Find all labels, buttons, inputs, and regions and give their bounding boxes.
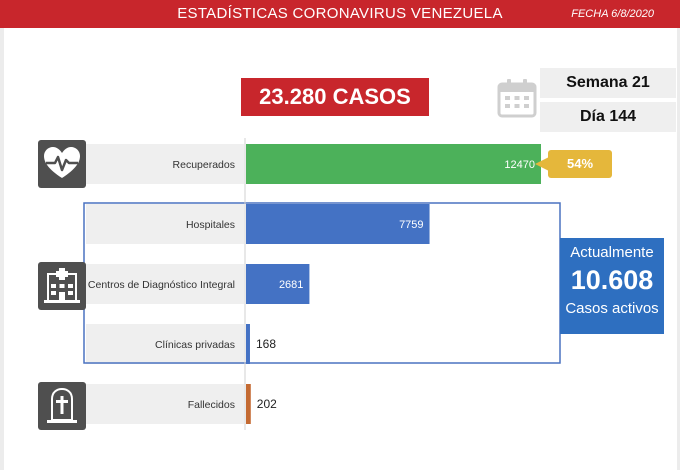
active-cases-label: Casos activos [565, 300, 659, 317]
week-label: Semana 21 [540, 68, 676, 98]
bar-value-label: 202 [257, 397, 277, 411]
hospital-icon [38, 262, 86, 310]
recovered-percentage-badge: 54% [535, 150, 612, 178]
category-label-bg [86, 144, 244, 184]
category-label-bg [86, 204, 244, 244]
heart-pulse-icon [38, 140, 86, 188]
category-label: Fallecidos [188, 399, 235, 411]
tombstone-icon [38, 382, 86, 430]
category-label-bg [86, 384, 244, 424]
category-label: Hospitales [186, 219, 235, 231]
bar [246, 264, 310, 304]
report-date: FECHA 6/8/2020 [571, 8, 654, 20]
active-cases-box: Actualmente 10.608 Casos activos [560, 238, 664, 334]
bar-value-label: 168 [256, 337, 276, 351]
recovered-percentage-value: 54% [566, 156, 594, 171]
header-bar: ESTADÍSTICAS CORONAVIRUS VENEZUELA FECHA… [0, 0, 680, 28]
total-cases-badge: 23.280 CASOS [241, 78, 429, 116]
bar-value-label: 7759 [399, 219, 423, 231]
bar-value-label: 2681 [279, 279, 303, 291]
arrow-left-icon [535, 157, 549, 171]
category-label: Clínicas privadas [155, 339, 235, 351]
category-label: Centros de Diagnóstico Integral [88, 279, 235, 291]
category-label: Recuperados [173, 159, 235, 171]
bar [246, 324, 250, 364]
bar [246, 204, 430, 244]
right-edge [677, 28, 680, 470]
bar [246, 144, 541, 184]
page-title: ESTADÍSTICAS CORONAVIRUS VENEZUELA [177, 5, 503, 22]
left-edge [0, 28, 4, 470]
calendar-icon [497, 78, 537, 118]
category-label-bg [86, 324, 244, 364]
category-label-bg [86, 264, 244, 304]
bar-value-label: 12470 [504, 159, 535, 171]
day-label: Día 144 [540, 102, 676, 132]
active-cases-caption: Actualmente [570, 244, 654, 261]
active-cases-value: 10.608 [570, 265, 654, 295]
bar [246, 384, 251, 424]
